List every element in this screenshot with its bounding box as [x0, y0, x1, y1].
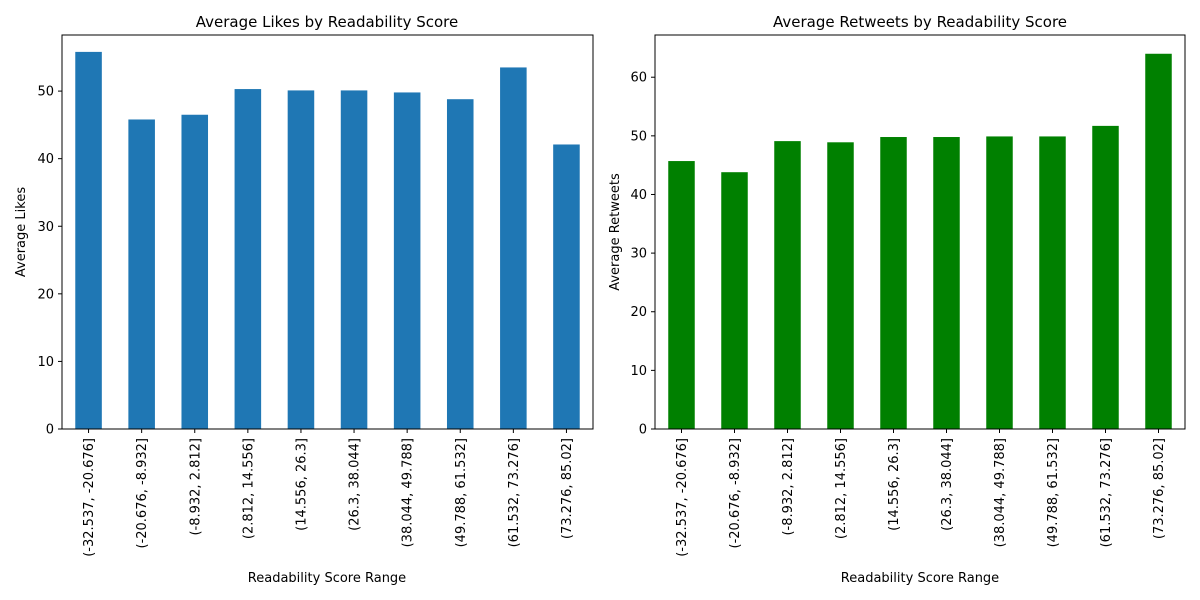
chart-likes-bar-8 — [500, 67, 527, 429]
chart-retweets-x-tick-label-1: (-20.676, -8.932] — [728, 438, 743, 549]
chart-retweets-x-tick-label-5: (26.3, 38.044] — [940, 438, 955, 531]
chart-retweets-x-tick-label-8: (61.532, 73.276] — [1099, 438, 1114, 547]
chart-likes-y-axis-label: Average Likes — [14, 187, 29, 277]
chart-likes-plot-frame — [61, 34, 594, 430]
chart-retweets-y-tick-label-2: 20 — [630, 305, 647, 320]
chart-retweets-bar-0 — [668, 161, 695, 429]
chart-likes-x-tick-label-5: (26.3, 38.044] — [348, 438, 363, 531]
chart-likes-x-axis-label: Readability Score Range — [248, 571, 406, 586]
chart-retweets-bar-4 — [880, 137, 907, 429]
chart-retweets-bar-1 — [721, 172, 748, 430]
chart-retweets-bar-3 — [827, 142, 854, 429]
chart-likes-x-tick-label-3: (2.812, 14.556] — [241, 438, 256, 539]
chart-likes-y-tick-label-3: 30 — [37, 220, 54, 235]
chart-likes-x-tick-label-8: (61.532, 73.276] — [507, 438, 522, 547]
chart-retweets: Average Retweets by Readability Score Re… — [608, 13, 1186, 586]
chart-likes-bar-4 — [287, 90, 315, 429]
chart-retweets-x-tick-label-7: (49.788, 61.532] — [1046, 438, 1061, 547]
chart-likes-y-tick-label-1: 10 — [37, 355, 54, 370]
chart-retweets-x-tick-label-0: (-32.537, -20.676] — [675, 438, 690, 557]
chart-likes-y-tick-label-2: 20 — [37, 287, 54, 302]
chart-likes-title: Average Likes by Readability Score — [196, 13, 458, 31]
chart-retweets-y-ticks: 0 10 20 30 40 50 60 — [630, 71, 655, 438]
chart-likes-x-tick-label-0: (-32.537, -20.676] — [82, 438, 97, 557]
chart-likes: Average Likes by Readability Score Reada… — [14, 13, 594, 586]
chart-likes-bar-0 — [75, 51, 102, 429]
chart-retweets-x-axis-label: Readability Score Range — [841, 571, 999, 586]
chart-likes-x-tick-label-9: (73.276, 85.02] — [560, 438, 575, 539]
chart-retweets-x-tick-label-3: (2.812, 14.556] — [834, 438, 849, 539]
chart-retweets-y-tick-label-1: 10 — [630, 364, 647, 379]
chart-likes-x-tick-label-1: (-20.676, -8.932] — [135, 438, 150, 549]
chart-likes-y-tick-label-4: 40 — [37, 152, 54, 167]
chart-retweets-y-tick-label-3: 30 — [630, 247, 647, 262]
chart-retweets-bar-9 — [1145, 53, 1172, 430]
chart-likes-bar-9 — [553, 144, 580, 429]
chart-likes-bars — [75, 51, 580, 430]
chart-likes-x-ticks: (-32.537, -20.676] (-20.676, -8.932] (-8.9… — [82, 429, 575, 557]
chart-retweets-y-tick-label-4: 40 — [630, 188, 647, 203]
chart-retweets-bar-6 — [986, 136, 1013, 429]
chart-retweets-title: Average Retweets by Readability Score — [773, 13, 1067, 31]
chart-retweets-bar-2 — [774, 141, 801, 430]
chart-likes-x-tick-label-7: (49.788, 61.532] — [454, 438, 469, 547]
chart-likes-y-tick-label-0: 0 — [46, 423, 54, 438]
chart-retweets-bar-7 — [1039, 136, 1066, 429]
chart-likes-y-tick-label-5: 50 — [37, 85, 54, 100]
chart-likes-bar-2 — [181, 114, 209, 429]
chart-likes-bar-1 — [128, 119, 155, 430]
chart-retweets-bar-8 — [1092, 125, 1119, 429]
chart-likes-x-tick-label-6: (38.044, 49.788] — [401, 438, 416, 547]
chart-retweets-x-tick-label-9: (73.276, 85.02] — [1152, 438, 1167, 539]
chart-likes-bar-7 — [446, 99, 474, 430]
chart-retweets-x-tick-label-6: (38.044, 49.788] — [993, 438, 1008, 547]
chart-retweets-bars — [668, 53, 1172, 430]
chart-retweets-y-axis-label: Average Retweets — [608, 173, 623, 291]
chart-likes-x-tick-label-4: (14.556, 26.3] — [294, 438, 309, 531]
chart-retweets-x-tick-label-2: (-8.932, 2.812] — [781, 438, 796, 536]
chart-likes-bar-3 — [234, 89, 262, 429]
chart-retweets-bar-5 — [933, 137, 960, 429]
chart-likes-bar-6 — [393, 92, 421, 430]
chart-retweets-x-tick-label-4: (14.556, 26.3] — [887, 438, 902, 531]
chart-retweets-plot-frame — [654, 34, 1186, 430]
chart-likes-x-tick-label-2: (-8.932, 2.812] — [188, 438, 203, 536]
chart-likes-y-ticks: 0 10 20 30 40 50 — [37, 85, 62, 438]
chart-retweets-x-ticks: (-32.537, -20.676] (-20.676, -8.932] (-8.9… — [675, 429, 1167, 557]
chart-retweets-y-tick-label-0: 0 — [639, 423, 647, 438]
chart-likes-bar-5 — [340, 90, 368, 429]
chart-retweets-y-tick-label-6: 60 — [630, 71, 647, 86]
chart-retweets-y-tick-label-5: 50 — [630, 129, 647, 144]
